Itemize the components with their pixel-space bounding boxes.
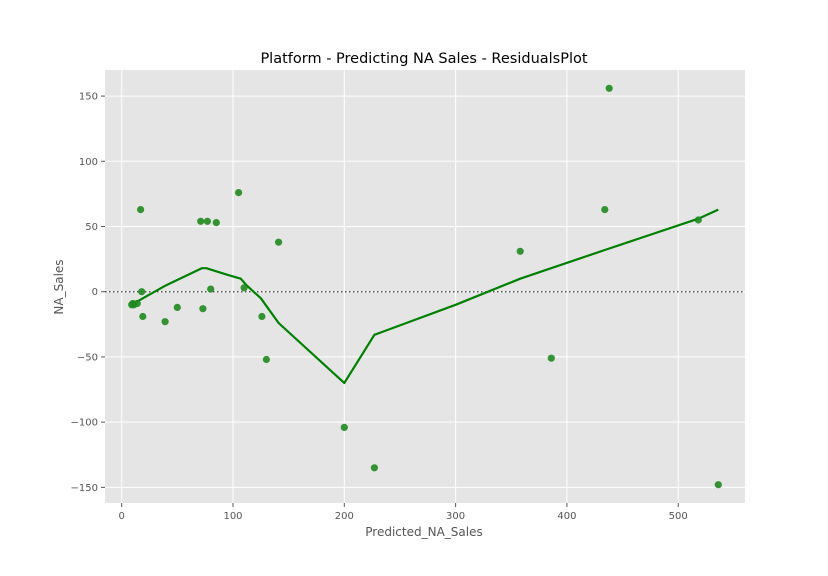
residual-point xyxy=(133,299,141,308)
y-tick-label: −50 xyxy=(77,352,98,363)
residual-point xyxy=(235,189,243,197)
residual-point xyxy=(601,206,609,214)
residual-point xyxy=(161,318,169,326)
residual-point xyxy=(173,303,181,311)
residual-point xyxy=(262,355,270,364)
residual-point xyxy=(340,423,348,431)
residual-point xyxy=(370,464,378,472)
y-tick-label: 0 xyxy=(92,287,98,298)
residual-point xyxy=(139,312,147,321)
residual-point xyxy=(516,247,524,255)
y-tick-label: −100 xyxy=(71,418,98,429)
residual-point xyxy=(207,285,215,293)
x-tick-label: 0 xyxy=(119,511,125,522)
scatter-points xyxy=(128,84,722,489)
y-tick-label: −150 xyxy=(71,483,98,494)
lowess-line xyxy=(131,208,719,385)
x-tick-label: 200 xyxy=(335,511,354,522)
y-axis-label: NA_Sales xyxy=(52,259,66,314)
residual-point xyxy=(199,305,207,313)
y-tick-label: 50 xyxy=(85,222,98,233)
residual-point xyxy=(138,288,146,296)
y-tick-label: 150 xyxy=(79,92,98,103)
residual-point xyxy=(240,284,248,292)
residual-point xyxy=(137,206,145,214)
residual-point xyxy=(694,216,702,224)
y-tick-label: 100 xyxy=(79,157,98,168)
residual-point xyxy=(605,84,613,92)
x-tick-label: 400 xyxy=(557,511,576,522)
residual-point xyxy=(258,312,266,321)
y-axis-ticks: −150 −100 −50 0 50 100 150 xyxy=(71,92,105,494)
x-tick-label: 100 xyxy=(223,511,242,522)
x-axis-ticks: 0 100 200 300 400 500 xyxy=(119,503,688,522)
residual-point xyxy=(547,354,555,362)
x-axis-label: Predicted_NA_Sales xyxy=(365,525,482,539)
residual-point xyxy=(197,217,205,225)
chart-title: Platform - Predicting NA Sales - Residua… xyxy=(260,51,587,67)
residual-point xyxy=(275,238,283,246)
residual-point xyxy=(212,219,220,227)
x-tick-label: 300 xyxy=(446,511,465,522)
residual-point xyxy=(203,217,211,225)
residual-point xyxy=(714,481,722,489)
x-tick-label: 500 xyxy=(669,511,688,522)
plot-area xyxy=(105,70,745,503)
